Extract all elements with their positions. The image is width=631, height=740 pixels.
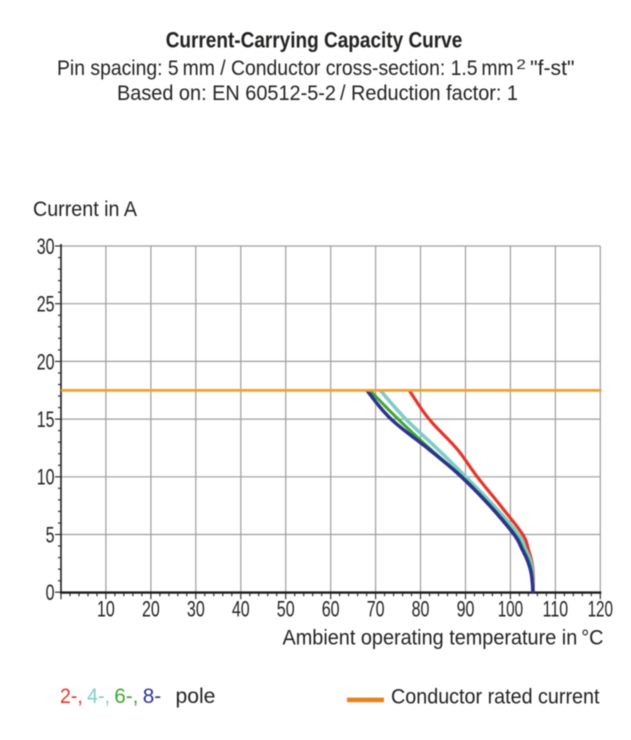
svg-text:90: 90 (457, 596, 475, 621)
svg-text:40: 40 (232, 596, 250, 621)
svg-text:Conductor rated current: Conductor rated current (391, 686, 600, 709)
svg-text:10: 10 (37, 465, 55, 490)
svg-text:Based on: EN 60512-5-2 / Reduc: Based on: EN 60512-5-2 / Reduction facto… (117, 82, 518, 105)
svg-text:2-,4-,6-,8-pole: 2-, 4-, 6-, 8- pole (60, 685, 215, 708)
svg-text:50: 50 (277, 596, 295, 621)
svg-text:20: 20 (37, 349, 55, 374)
svg-text:0: 0 (46, 580, 55, 605)
svg-text:Pin spacing: 5 mm / Conductor: Pin spacing: 5 mm / Conductor cross-sect… (57, 57, 575, 80)
svg-text:60: 60 (322, 596, 340, 621)
svg-text:Ambient operating temperature: Ambient operating temperature in °C (283, 627, 604, 650)
svg-text:5: 5 (46, 522, 55, 547)
svg-text:110: 110 (543, 596, 568, 621)
svg-text:Current in A: Current in A (33, 198, 137, 221)
svg-text:20: 20 (142, 596, 160, 621)
svg-text:80: 80 (412, 596, 430, 621)
svg-text:120: 120 (588, 596, 613, 621)
svg-text:30: 30 (37, 234, 55, 259)
svg-text:25: 25 (37, 292, 55, 317)
svg-text:10: 10 (97, 596, 115, 621)
svg-text:15: 15 (37, 407, 55, 432)
svg-text:70: 70 (367, 596, 385, 621)
svg-text:30: 30 (187, 596, 205, 621)
svg-text:Current-Carrying Capacity Curv: Current-Carrying Capacity Curve (166, 28, 463, 53)
svg-text:100: 100 (498, 596, 523, 621)
